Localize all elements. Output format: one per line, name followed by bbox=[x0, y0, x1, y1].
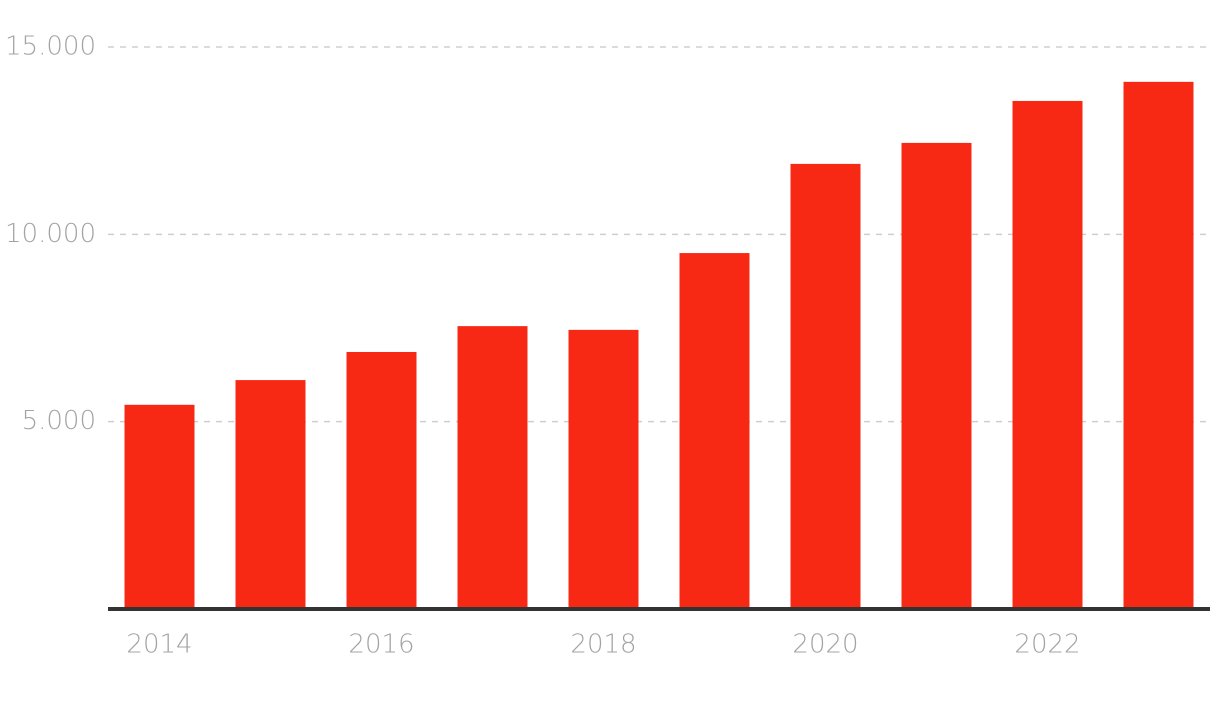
x-tick-label: 2018 bbox=[570, 630, 636, 660]
y-tick-label: 15.000 bbox=[5, 32, 96, 62]
y-tick-label: 5.000 bbox=[22, 406, 96, 436]
x-tick-label: 2020 bbox=[792, 630, 858, 660]
bar bbox=[568, 329, 639, 609]
bar bbox=[790, 163, 861, 609]
bar bbox=[457, 326, 528, 609]
y-tick-label: 10.000 bbox=[5, 219, 96, 249]
bar bbox=[346, 351, 417, 609]
x-tick-label: 2014 bbox=[126, 630, 192, 660]
bar bbox=[1012, 100, 1083, 610]
bar bbox=[235, 380, 306, 609]
bar bbox=[679, 253, 750, 610]
bar bbox=[124, 404, 195, 609]
bar bbox=[1123, 81, 1194, 610]
x-tick-label: 2022 bbox=[1014, 630, 1080, 660]
x-tick-label: 2016 bbox=[348, 630, 414, 660]
bar bbox=[901, 142, 972, 609]
